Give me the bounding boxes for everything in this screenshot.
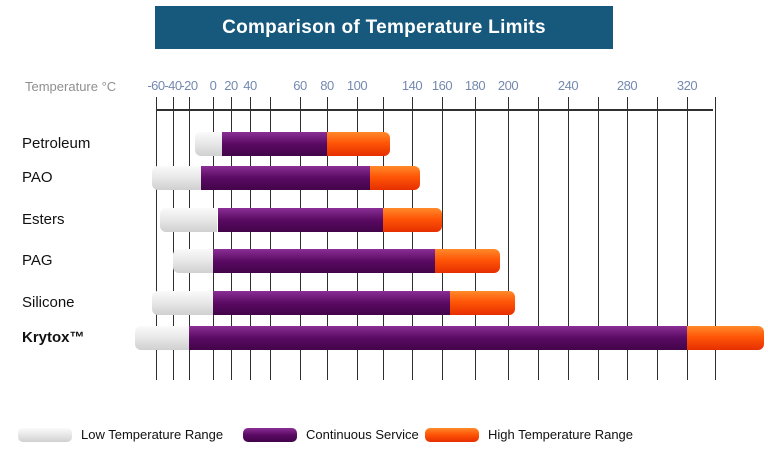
bar-segment-low-temp	[152, 291, 213, 315]
axis-tick-label: -60	[147, 78, 165, 93]
bar-segment-low-temp	[160, 208, 217, 232]
row-label: PAO	[22, 169, 53, 186]
bar-segment-continuous	[189, 326, 687, 350]
chart-title-banner: Comparison of Temperature Limits	[155, 6, 613, 49]
bar-segment-high-temp	[370, 166, 420, 190]
gridline	[231, 97, 232, 380]
gridline	[475, 97, 476, 380]
bar-segment-low-temp	[135, 326, 189, 350]
row-label: Esters	[22, 211, 65, 228]
bar-segment-continuous	[222, 132, 327, 156]
legend-swatch	[243, 427, 297, 442]
gridline	[156, 97, 157, 380]
axis-tick-label: 100	[346, 78, 368, 93]
chart-title: Comparison of Temperature Limits	[222, 17, 546, 38]
axis-tick-label: 60	[293, 78, 307, 93]
bar-segment-low-temp	[195, 132, 222, 156]
gridline	[508, 97, 509, 380]
axis-tick-label: -20	[180, 78, 198, 93]
gridline	[357, 97, 358, 380]
bar-segment-continuous	[213, 249, 435, 273]
row-label: PAG	[22, 252, 53, 269]
legend-item: High Temperature Range	[425, 427, 633, 442]
gridline	[715, 97, 716, 380]
axis-tick-label: 160	[431, 78, 453, 93]
legend-label: Low Temperature Range	[81, 427, 224, 442]
gridline	[300, 97, 301, 380]
gridline	[412, 97, 413, 380]
row-label: Silicone	[22, 294, 75, 311]
legend-swatch	[18, 427, 72, 442]
bar-segment-continuous	[201, 166, 370, 190]
gridline	[270, 97, 271, 380]
bar-segment-continuous	[218, 208, 384, 232]
gridline	[442, 97, 443, 380]
axis-tick-label: -40	[164, 78, 182, 93]
bar-segment-high-temp	[450, 291, 515, 315]
legend-swatch	[425, 427, 479, 442]
gridline	[538, 97, 539, 380]
axis-tick-label: 280	[616, 78, 638, 93]
gridline	[173, 97, 174, 380]
gridline	[327, 97, 328, 380]
gridline	[687, 97, 688, 380]
row-label: Krytox™	[22, 329, 85, 346]
axis-line	[156, 109, 713, 111]
axis-tick-label: 40	[243, 78, 257, 93]
axis-tick-label: 240	[557, 78, 579, 93]
axis-tick-label: 320	[676, 78, 698, 93]
bar-segment-high-temp	[687, 326, 764, 350]
row-label: Petroleum	[22, 135, 91, 152]
bar-segment-high-temp	[383, 208, 442, 232]
bar-segment-low-temp	[173, 249, 213, 273]
gridline	[250, 97, 251, 380]
gridline	[627, 97, 628, 380]
bar-segment-low-temp	[152, 166, 201, 190]
axis-label: Temperature °C	[25, 79, 117, 94]
bar-segment-high-temp	[327, 132, 390, 156]
legend-label: Continuous Service	[306, 427, 419, 442]
gridline	[213, 97, 214, 380]
gridline	[568, 97, 569, 380]
bar-segment-continuous	[213, 291, 450, 315]
gridline	[598, 97, 599, 380]
legend-item: Low Temperature Range	[18, 427, 223, 442]
axis-tick-label: 20	[224, 78, 238, 93]
gridline	[189, 97, 190, 380]
bar-segment-high-temp	[435, 249, 500, 273]
gridline	[657, 97, 658, 380]
axis-tick-label: 0	[209, 78, 217, 93]
axis-tick-label: 80	[320, 78, 334, 93]
axis-tick-label: 180	[464, 78, 486, 93]
legend-item: Continuous Service	[243, 427, 419, 442]
axis-tick-label: 140	[401, 78, 423, 93]
legend-label: High Temperature Range	[488, 427, 634, 442]
gridline	[383, 97, 384, 380]
axis-tick-label: 200	[497, 78, 519, 93]
